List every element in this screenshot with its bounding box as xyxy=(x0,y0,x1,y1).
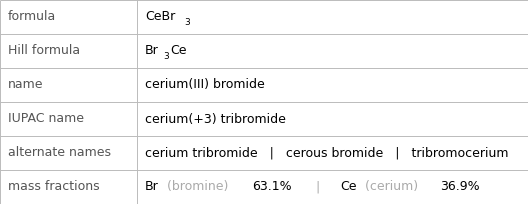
Text: name: name xyxy=(8,79,43,92)
Text: |: | xyxy=(304,181,332,194)
Text: 36.9%: 36.9% xyxy=(440,181,480,194)
Text: Ce: Ce xyxy=(171,44,187,58)
Text: Ce: Ce xyxy=(340,181,356,194)
Text: Br: Br xyxy=(145,44,159,58)
Text: mass fractions: mass fractions xyxy=(8,181,100,194)
Text: Br: Br xyxy=(145,181,159,194)
Text: (bromine): (bromine) xyxy=(163,181,232,194)
Text: alternate names: alternate names xyxy=(8,146,111,160)
Text: formula: formula xyxy=(8,10,56,23)
Text: IUPAC name: IUPAC name xyxy=(8,112,84,125)
Text: CeBr: CeBr xyxy=(145,10,175,23)
Text: Hill formula: Hill formula xyxy=(8,44,80,58)
Text: cerium(III) bromide: cerium(III) bromide xyxy=(145,79,265,92)
Text: cerium tribromide   |   cerous bromide   |   tribromocerium: cerium tribromide | cerous bromide | tri… xyxy=(145,146,508,160)
Text: 3: 3 xyxy=(184,18,190,27)
Text: cerium(+3) tribromide: cerium(+3) tribromide xyxy=(145,112,286,125)
Text: (cerium): (cerium) xyxy=(361,181,422,194)
Text: 3: 3 xyxy=(163,52,168,61)
Text: 63.1%: 63.1% xyxy=(252,181,292,194)
